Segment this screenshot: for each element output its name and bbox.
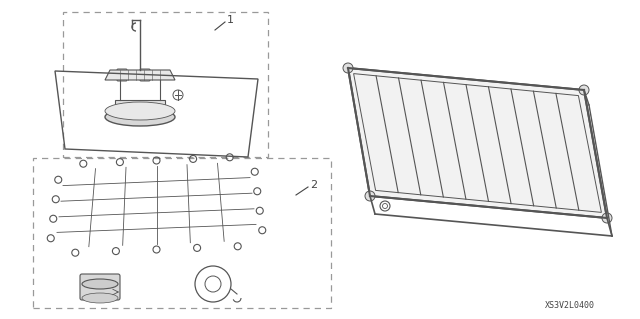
Polygon shape [115, 100, 165, 107]
Circle shape [579, 85, 589, 95]
Ellipse shape [105, 108, 175, 126]
Ellipse shape [105, 102, 175, 120]
Circle shape [365, 191, 375, 201]
Polygon shape [348, 68, 607, 218]
Bar [63, 12, 268, 157]
Polygon shape [105, 70, 175, 80]
Text: 2: 2 [310, 180, 317, 190]
Text: XS3V2L0400: XS3V2L0400 [545, 300, 595, 309]
Text: 1: 1 [227, 15, 234, 25]
Circle shape [602, 213, 612, 223]
Bar [33, 158, 331, 308]
FancyBboxPatch shape [117, 69, 127, 81]
FancyBboxPatch shape [140, 69, 150, 81]
FancyBboxPatch shape [80, 274, 120, 300]
Circle shape [343, 63, 353, 73]
Ellipse shape [82, 279, 118, 289]
Ellipse shape [82, 293, 118, 303]
